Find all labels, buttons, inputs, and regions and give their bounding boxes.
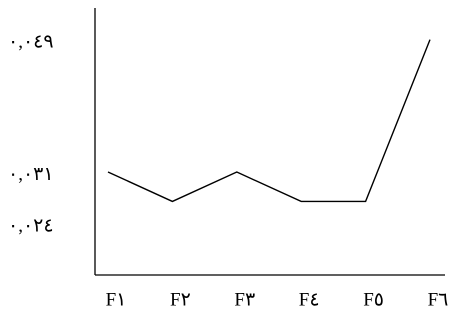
y-tick-label: ٠,٠٣١ bbox=[8, 164, 54, 185]
x-tick-label: F١ bbox=[106, 289, 127, 310]
line bbox=[107, 39, 431, 203]
x-tick-label: F٣ bbox=[234, 289, 255, 310]
x-tick-label: F٤ bbox=[299, 289, 320, 310]
x-tick-label: F٥ bbox=[363, 289, 384, 310]
x-tick-label: F٦ bbox=[428, 289, 449, 310]
y-tick-label: ٠,٠٢٤ bbox=[8, 216, 54, 237]
y-tick-label: ٠,٠٤٩ bbox=[8, 32, 54, 53]
x-tick-label: F٢ bbox=[170, 289, 191, 310]
